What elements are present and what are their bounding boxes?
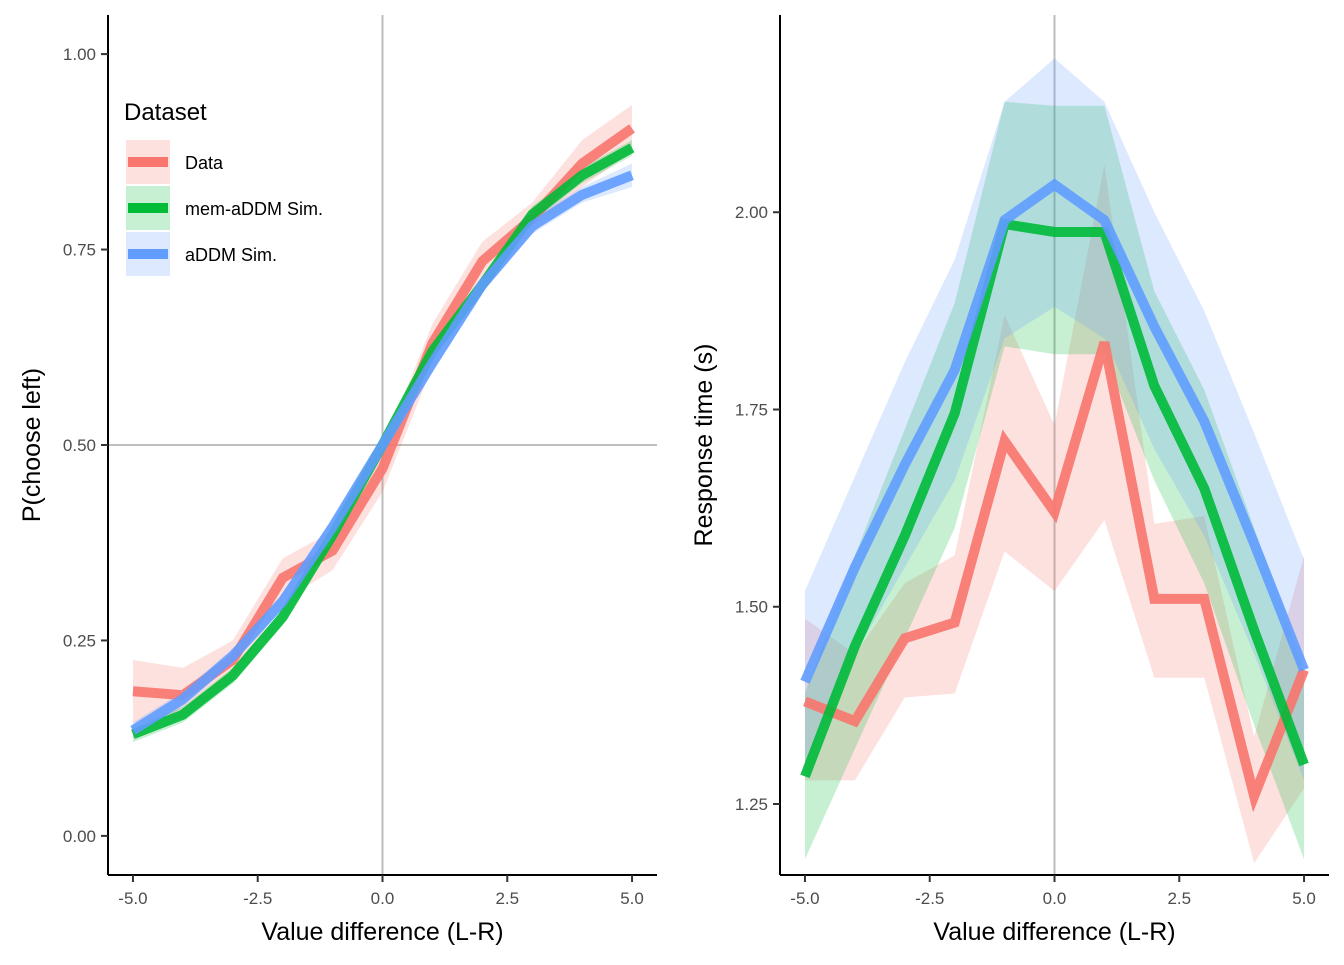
series-line-mem-addm-sim- [800,218,1309,779]
x-tick-label: 2.5 [495,889,519,908]
y-tick-label: 1.00 [63,45,96,64]
x-tick-label: -5.0 [790,889,819,908]
y-axis-title: P(choose left) [18,368,46,522]
x-tick-label: 2.5 [1167,889,1191,908]
x-tick-label: 0.0 [371,889,395,908]
y-tick-label: 0.50 [63,436,96,455]
series-line-data [803,341,1309,813]
y-tick-label: 0.00 [63,827,96,846]
y-tick-label: 0.75 [63,241,96,260]
series-line-addm-sim- [800,178,1309,684]
x-tick-label: 0.0 [1043,889,1067,908]
legend-title: Dataset [124,99,207,126]
panel-right: -5.0 -2.5 0.0 2.5 5.0 1.25 1.50 1.75 2.00 Value d… [690,15,1329,946]
y-tick-label: 1.75 [735,400,768,419]
y-axis-title: Response time (s) [690,344,718,547]
y-tick-label: 1.25 [735,795,768,814]
series-line-addm-sim- [130,170,634,735]
x-tick-label: -5.0 [118,889,147,908]
x-tick-label: 5.0 [620,889,644,908]
y-tick-label: 1.50 [735,598,768,617]
legend-label: mem-aDDM Sim. [185,199,323,219]
legend-label: Data [185,153,224,173]
x-tick-label: 5.0 [1292,889,1316,908]
x-tick-label: -2.5 [915,889,944,908]
legend: Dataset Data mem-aDDM Sim. aDDM Sim. [124,99,323,276]
y-tick-label: 2.00 [735,203,768,222]
panel-left: -5.0 -2.5 0.0 2.5 5.0 0.00 0.25 0.50 0.75 1.00 Val… [18,15,657,946]
y-tick-label: 0.25 [63,631,96,650]
x-axis-title: Value difference (L-R) [261,918,503,946]
x-axis-title: Value difference (L-R) [933,918,1175,946]
legend-label: aDDM Sim. [185,245,277,265]
x-tick-label: -2.5 [243,889,272,908]
